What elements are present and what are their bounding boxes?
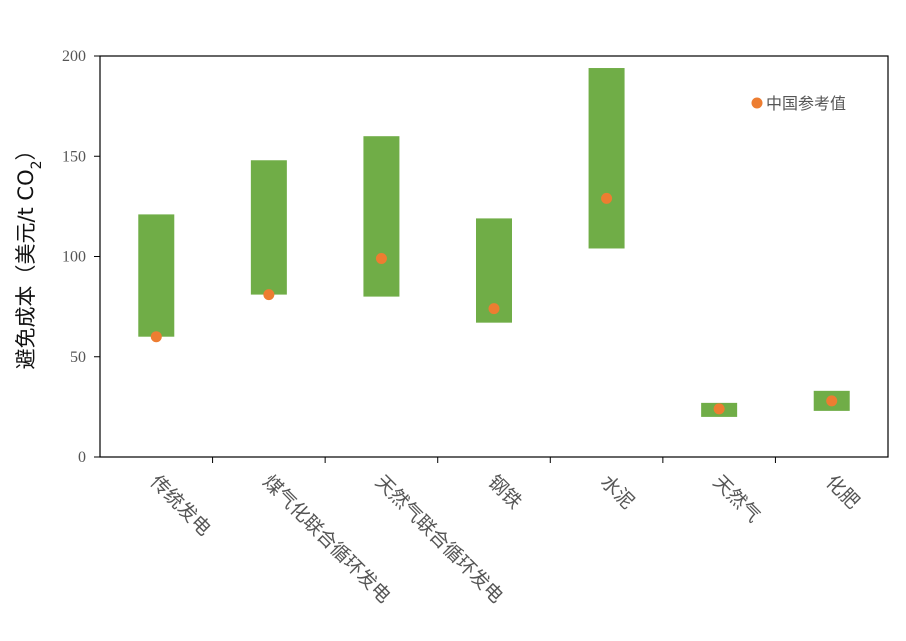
reference-point [713, 403, 725, 415]
y-axis-ticks: 0 50 100 150 200 [62, 48, 100, 466]
range-bar [363, 136, 400, 297]
y-tick-label: 200 [62, 48, 86, 65]
x-axis-ticks [212, 457, 776, 463]
reference-point [601, 192, 613, 204]
y-axis-label-close: ） [14, 139, 38, 160]
x-tick-label: 煤气化联合循环发电 [258, 471, 394, 607]
y-tick-label: 150 [62, 148, 86, 165]
y-axis-label-subscript: 2 [29, 160, 45, 169]
reference-point [150, 331, 162, 343]
reference-point [263, 289, 275, 301]
x-tick-label: 钢铁 [483, 471, 525, 513]
y-axis-label: 避免成本（美元/t CO2） [14, 139, 45, 369]
legend-label: 中国参考值 [766, 94, 846, 113]
range-bar [588, 68, 625, 249]
x-tick-label: 天然气 [709, 471, 765, 527]
reference-point [375, 253, 387, 265]
reference-point [488, 303, 500, 315]
reference-point [826, 395, 838, 407]
range-bar [138, 214, 175, 337]
y-tick-label: 0 [78, 449, 86, 466]
y-tick-label: 100 [62, 249, 86, 266]
range-bars [138, 68, 850, 417]
y-tick-label: 50 [70, 349, 86, 366]
legend: 中国参考值 [751, 94, 846, 113]
x-tick-label: 传统发电 [146, 471, 215, 540]
x-tick-label: 化肥 [821, 471, 863, 513]
reference-markers [150, 192, 838, 415]
range-bar [250, 160, 287, 295]
x-tick-label: 天然气联合循环发电 [371, 471, 507, 607]
y-axis-label-main: 避免成本（美元/t CO [14, 169, 38, 369]
legend-marker-icon [751, 97, 763, 109]
x-tick-label: 水泥 [596, 471, 638, 513]
